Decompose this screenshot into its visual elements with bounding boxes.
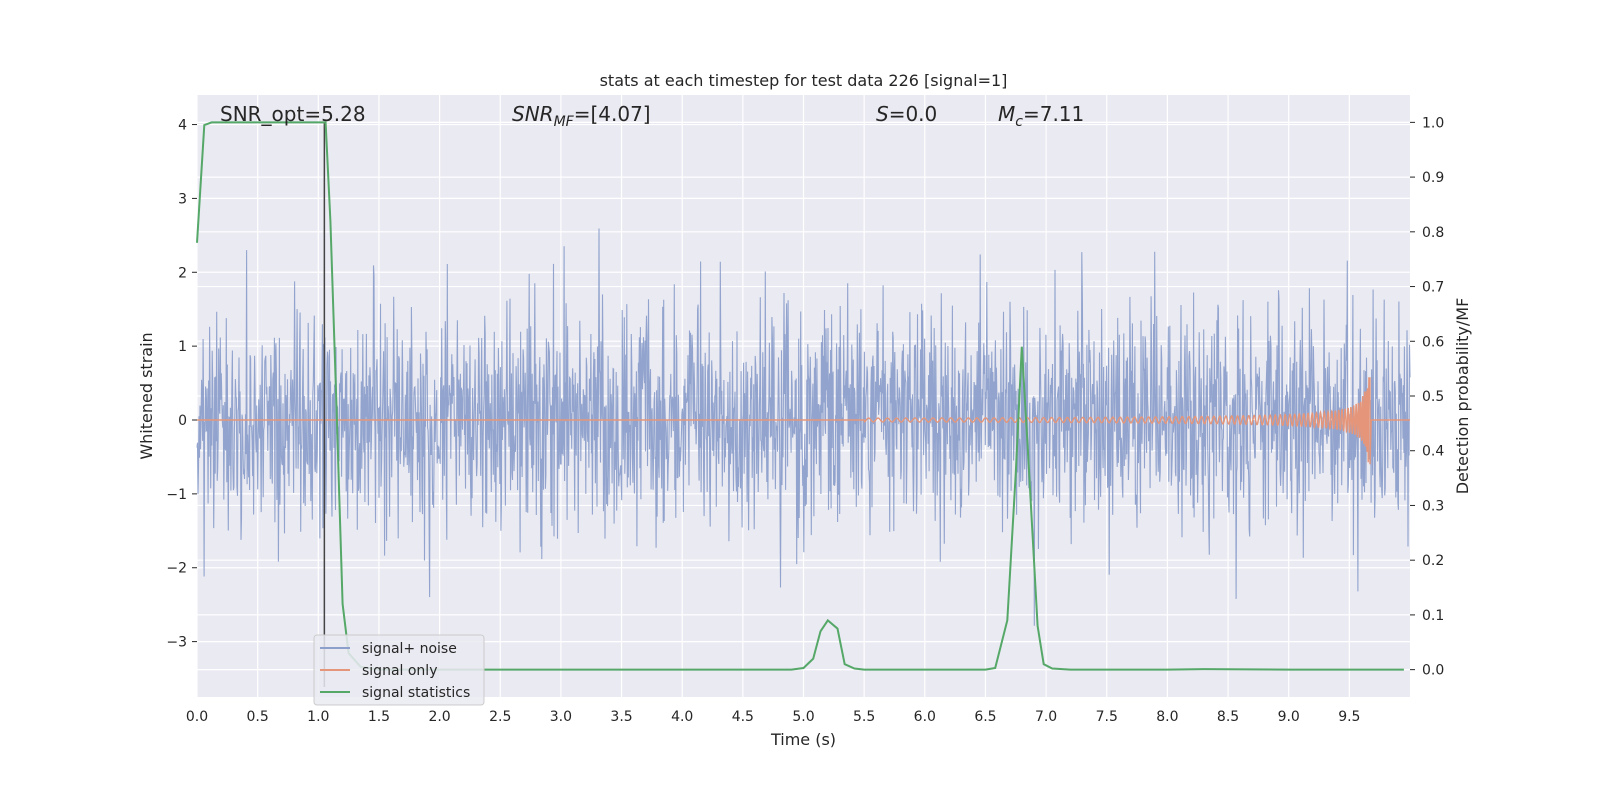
y-axis-label: Whitened strain [137, 332, 156, 459]
x-tick-label: 0.0 [186, 709, 208, 725]
x-tick-label: 6.0 [914, 709, 936, 725]
chirp-line [197, 377, 1410, 465]
chart-title: stats at each timestep for test data 226… [600, 71, 1008, 90]
x-axis-ticks: 0.0 0.5 1.0 1.5 2.0 2.5 3.0 3.5 4.0 4.5 5.0 5.5 6.0 6… [186, 709, 1361, 725]
y-tick-label: −3 [166, 635, 187, 651]
y-tick-label: −1 [166, 487, 187, 503]
y2-tick-label: 0.6 [1422, 334, 1444, 350]
x-tick-label: 5.5 [853, 709, 875, 725]
y2-tick-label: 0.2 [1422, 553, 1444, 569]
y2-tick-label: 1.0 [1422, 115, 1444, 131]
x-tick-label: 8.0 [1156, 709, 1178, 725]
x-axis-label: Time (s) [770, 730, 836, 749]
annotation-0: SNR_opt=5.28 [220, 102, 366, 126]
x-tick-label: 8.5 [1217, 709, 1239, 725]
y-tick-label: 2 [178, 265, 187, 281]
legend-entry: signal statistics [362, 685, 470, 701]
y-axis-ticks: 4 3 2 1 0 −1 −2 −3 [166, 118, 197, 651]
y-tick-label: −2 [166, 561, 187, 577]
x-tick-label: 1.5 [368, 709, 390, 725]
y2-axis-ticks: 1.0 0.9 0.8 0.7 0.6 0.5 0.4 0.3 0.2 0.1 0.0 [1410, 115, 1444, 679]
x-tick-label: 4.5 [732, 709, 754, 725]
y2-axis-label: Detection probability/MF [1453, 298, 1472, 495]
x-tick-label: 2.5 [489, 709, 511, 725]
y-tick-label: 0 [178, 413, 187, 429]
grid [196, 95, 1410, 697]
annotation-2: S=0.0 [876, 102, 937, 126]
x-tick-label: 0.5 [247, 709, 269, 725]
x-tick-label: 7.0 [1035, 709, 1057, 725]
annotations: SNR_opt=5.28 SNRMF=[4.07] S=0.0 Mc=7.11 [220, 102, 1084, 130]
y-tick-label: 1 [178, 339, 187, 355]
y-tick-label: 3 [178, 191, 187, 207]
x-tick-label: 7.5 [1096, 709, 1118, 725]
y-tick-label: 4 [178, 118, 187, 134]
x-tick-label: 3.5 [610, 709, 632, 725]
x-tick-label: 4.0 [671, 709, 693, 725]
signal-only-series [197, 377, 1410, 465]
x-tick-label: 6.5 [974, 709, 996, 725]
y2-tick-label: 0.0 [1422, 663, 1444, 679]
legend: signal+ noise signal only signal statistic… [313, 634, 485, 706]
legend-box [313, 634, 485, 706]
x-tick-label: 3.0 [550, 709, 572, 725]
annotation-3: Mc=7.11 [998, 102, 1084, 130]
x-tick-label: 5.0 [792, 709, 814, 725]
x-tick-label: 2.0 [428, 709, 450, 725]
x-tick-label: 9.5 [1338, 709, 1360, 725]
x-tick-label: 1.0 [307, 709, 329, 725]
y2-tick-label: 0.4 [1422, 444, 1444, 460]
y2-tick-label: 0.8 [1422, 225, 1444, 241]
signal-statistics-series [196, 121, 1404, 671]
y2-tick-label: 0.7 [1422, 280, 1444, 296]
legend-entry: signal only [362, 663, 437, 679]
y2-tick-label: 0.9 [1422, 170, 1444, 186]
y2-tick-label: 0.3 [1422, 498, 1444, 514]
noise-line [196, 228, 1411, 626]
annotation-1: SNRMF=[4.07] [512, 102, 651, 130]
signal-noise-series [196, 228, 1411, 626]
legend-entry: signal+ noise [362, 641, 457, 657]
y2-tick-label: 0.5 [1422, 389, 1444, 405]
y2-tick-label: 0.1 [1422, 608, 1444, 624]
x-tick-label: 9.0 [1278, 709, 1300, 725]
